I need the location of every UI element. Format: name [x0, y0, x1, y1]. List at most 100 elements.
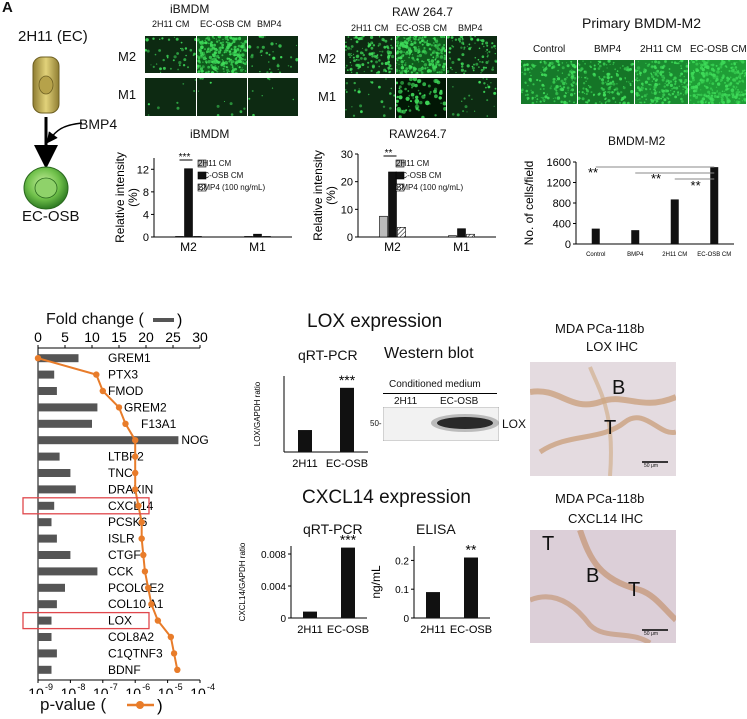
- y-tick-label: 0.2: [395, 556, 409, 567]
- top-tick-label: 15: [111, 329, 127, 345]
- endothelial-cell-icon: [32, 56, 60, 114]
- top-tick-label: 0: [34, 329, 42, 345]
- micrograph-ibmdm-m1-ecosb: [197, 78, 247, 116]
- y-tick-label: 400: [553, 219, 571, 231]
- bar: [184, 168, 193, 238]
- fold-change-bar: [38, 354, 79, 363]
- gene-label: PCOLCE2: [108, 581, 164, 595]
- y-tick-label: 1200: [547, 178, 571, 190]
- osteoblast-cell-icon: [23, 166, 69, 210]
- micrograph-raw-m2-bmp4: [447, 36, 497, 74]
- bar: [670, 199, 679, 244]
- bar: [388, 171, 397, 238]
- fold-change-bar: [38, 633, 52, 641]
- x-tick-label: M2: [384, 240, 401, 254]
- fold-change-bar: [38, 649, 57, 658]
- bottom-tick-exponent: -9: [45, 682, 53, 692]
- raw-bar-chart: 0 10 20 30 M2 M1 ** Relative intensity(%): [311, 148, 496, 254]
- bmdm-col-label: 2H11 CM: [640, 44, 682, 55]
- top-tick-label: 10: [84, 329, 100, 345]
- legend-swatch: [395, 183, 405, 192]
- ihc-cxcl14-title: MDA PCa-118b: [555, 491, 645, 506]
- bar: [457, 228, 466, 238]
- pvalue-point: [132, 437, 139, 444]
- y-tick-label: 800: [553, 198, 571, 210]
- micrograph-raw-m1-ecosb: [396, 78, 446, 118]
- fold-change-bar: [38, 551, 71, 559]
- schematic-arrow-label: BMP4: [79, 116, 118, 132]
- x-tick-label: EC-OSB CM: [697, 252, 731, 258]
- pvalue-point: [148, 601, 155, 608]
- micrograph-ibmdm-m1-2h11: [145, 78, 196, 116]
- y-tick-label: 4: [143, 209, 149, 221]
- western-sublabel: Conditioned medium: [389, 379, 481, 390]
- ibmdm-col-label: BMP4: [257, 19, 282, 29]
- bar: [303, 611, 317, 618]
- pvalue-point: [140, 551, 147, 559]
- pvalue-legend-icon: ): [127, 696, 163, 715]
- bar: [397, 227, 406, 238]
- bottom-tick-exponent: -4: [207, 682, 215, 692]
- significance-mark: **: [651, 171, 661, 186]
- fold-change-bar: [38, 501, 55, 510]
- fold-change-bar: [38, 403, 98, 412]
- y-axis-label: CXCL14/GAPDH ratio: [238, 542, 247, 621]
- y-tick-label: 0: [143, 232, 149, 244]
- bar: [448, 235, 457, 238]
- pvalue-point: [115, 404, 123, 411]
- western-divider: [383, 393, 497, 394]
- gene-label: GREM2: [124, 400, 167, 414]
- bottom-tick-exponent: -7: [110, 682, 118, 692]
- lox-heading: LOX expression: [307, 311, 443, 332]
- gene-label: BDNF: [108, 663, 141, 677]
- fold-change-bar: [38, 600, 57, 609]
- y-axis-label: Relative intensity(%): [311, 150, 338, 241]
- y-axis-label: LOX/GAPDH ratio: [253, 381, 262, 446]
- bmdm-bar-chart: 0 400 800 1200 1600 Control BMP4 2H11 CM EC-OSB …: [522, 157, 734, 258]
- y-tick-label: 20: [341, 177, 353, 189]
- significance-mark: **: [385, 148, 393, 159]
- bar: [253, 233, 262, 238]
- top-tick-label: 25: [165, 329, 181, 345]
- bmdm-col-label: BMP4: [594, 44, 622, 55]
- bmdm-micro-title: Primary BMDM-M2: [582, 15, 701, 31]
- x-tick-label: EC-OSB: [450, 624, 492, 636]
- y-axis-label: No. of cells/field: [522, 161, 536, 246]
- raw-col-label: EC-OSB CM: [396, 23, 448, 33]
- bar: [710, 167, 719, 244]
- gene-label: PCSK6: [108, 515, 148, 529]
- micrograph-ibmdm-m2-2h11: [145, 36, 196, 73]
- ibmdm-row-label: M2: [118, 49, 137, 64]
- micrograph-raw-m1-bmp4: [447, 78, 497, 118]
- svg-text:): ): [177, 312, 182, 329]
- gene-label: GREM1: [108, 351, 151, 365]
- pvalue-point: [132, 469, 139, 477]
- ibmdm-chart-title: iBMDM: [190, 127, 230, 141]
- pvalue-point: [132, 453, 139, 460]
- bar: [193, 236, 202, 238]
- significance-mark: **: [691, 178, 701, 193]
- y-tick-label: 12: [137, 164, 149, 176]
- x-tick-label: EC-OSB: [327, 624, 369, 636]
- pvalue-point: [174, 666, 181, 673]
- fold-change-bar: [38, 583, 65, 592]
- western-blot-image: [383, 407, 499, 441]
- lox-western-title: Western blot: [384, 345, 474, 362]
- micrograph-bmdm-control: [521, 60, 577, 104]
- y-tick-label: 8: [143, 187, 149, 199]
- pvalue-point: [93, 371, 100, 378]
- bottom-tick-exponent: -6: [142, 682, 150, 692]
- ihc-cxcl14-label: T: [542, 533, 555, 555]
- fold-change-bar: [38, 419, 92, 428]
- pvalue-point: [138, 519, 145, 526]
- ibmdm-legend-label: BMP4 (100 ng/mL): [198, 183, 266, 192]
- ibmdm-col-label: EC-OSB CM: [200, 19, 252, 29]
- pvalue-point: [167, 633, 175, 641]
- raw-row-label: M2: [318, 51, 337, 66]
- svg-text:): ): [157, 696, 163, 715]
- fold-change-bar: [38, 370, 55, 379]
- schematic-top-label: 2H11 (EC): [18, 28, 88, 45]
- micrograph-raw-m2-ecosb: [396, 36, 446, 74]
- micrograph-raw-m1-2h11: [345, 78, 395, 118]
